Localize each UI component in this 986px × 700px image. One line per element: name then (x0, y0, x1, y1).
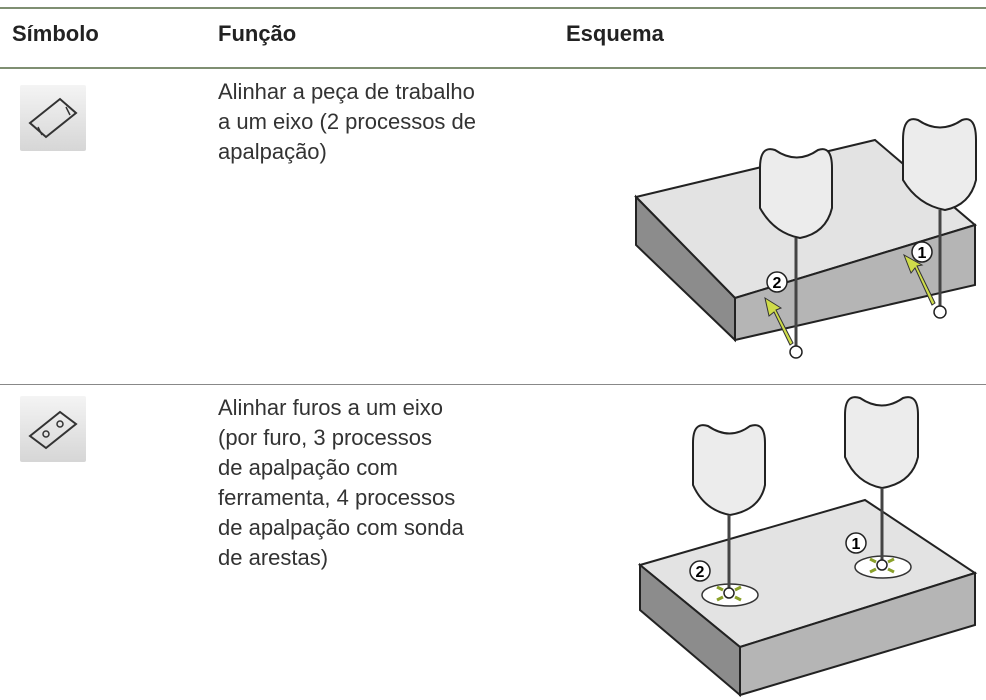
table-top-rule (0, 7, 986, 9)
row-rule (0, 384, 986, 385)
callout: 2 (696, 564, 705, 581)
schematic: 1 2 (637, 396, 978, 698)
function-line: Alinhar furos a um eixo (218, 395, 443, 420)
function-text: Alinhar furos a um eixo (por furo, 3 proc… (218, 393, 464, 573)
function-text: Alinhar a peça de trabalho a um eixo (2 p… (218, 77, 476, 167)
icon-graphic (28, 410, 78, 450)
function-line: de arestas) (218, 545, 329, 570)
icon-graphic (28, 97, 78, 139)
function-line: ferramenta, 4 processos (218, 485, 456, 510)
function-line: (por furo, 3 processos (218, 425, 432, 450)
probe: 1 (902, 118, 977, 319)
callout: 1 (918, 245, 927, 262)
symbol-icon (20, 396, 86, 462)
function-line: apalpação) (218, 139, 327, 164)
probe: 2 (759, 148, 833, 359)
symbol-icon (20, 85, 86, 151)
probe: 2 (689, 424, 766, 607)
callout: 2 (773, 275, 782, 292)
header-cell: Função (218, 21, 297, 46)
header-cell: Símbolo (12, 21, 99, 46)
callout: 1 (852, 536, 861, 553)
function-line: a um eixo (2 processos de (218, 109, 477, 134)
header-rule (0, 67, 986, 69)
header-cell: Esquema (566, 21, 664, 46)
function-line: de apalpação com (218, 455, 398, 480)
schematic: 1 2 (634, 118, 978, 359)
function-line: de apalpação com sonda (218, 515, 464, 540)
probe: 1 (844, 396, 919, 579)
function-line: Alinhar a peça de trabalho (218, 79, 475, 104)
